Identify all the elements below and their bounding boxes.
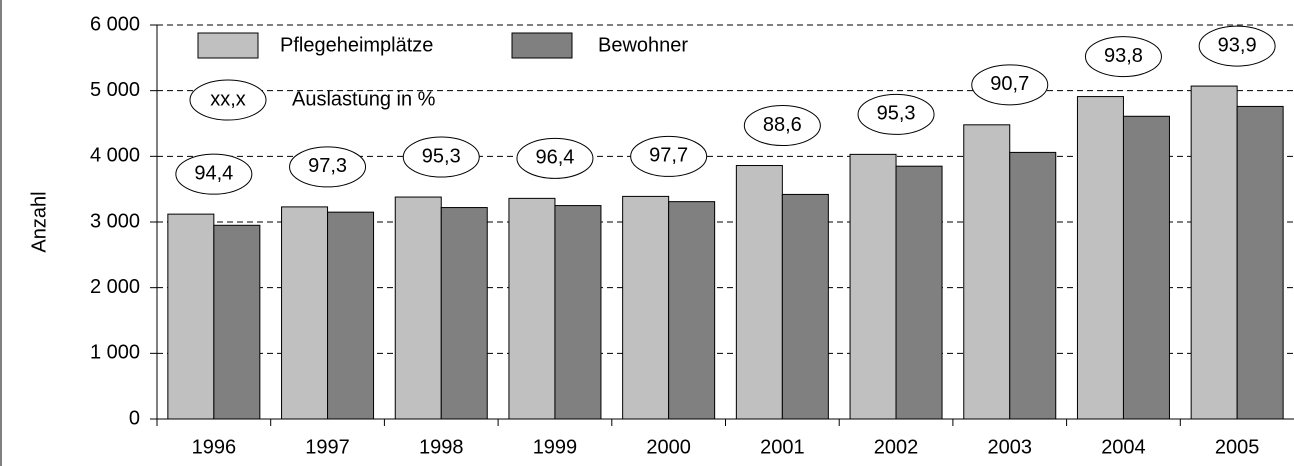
bar	[1236, 105, 1284, 420]
bar	[1122, 115, 1170, 420]
bar	[735, 165, 783, 420]
bar	[781, 193, 829, 420]
bar	[849, 153, 897, 420]
y-axis-label: Anzahl	[28, 191, 50, 252]
bar	[668, 201, 716, 420]
occupancy-bubble	[1084, 36, 1162, 78]
y-tick-label: 3 000	[90, 210, 140, 232]
occupancy-label: 93,9	[1218, 34, 1257, 56]
x-tick-label: 2003	[988, 436, 1033, 458]
occupancy-label: 95,3	[877, 103, 916, 125]
occupancy-bubble	[1198, 25, 1276, 67]
y-tick-label: 0	[129, 407, 140, 429]
x-tick-label: 2000	[646, 436, 691, 458]
x-tick-label: 1997	[305, 436, 350, 458]
y-tick-label: 4 000	[90, 145, 140, 167]
bar	[1076, 96, 1124, 420]
occupancy-bubble	[516, 137, 594, 179]
legend-sample: xx,x	[210, 88, 246, 110]
bar	[167, 213, 215, 420]
y-tick-label: 1 000	[90, 342, 140, 364]
bar	[622, 195, 670, 420]
occupancy-label: 90,7	[990, 73, 1029, 95]
bar	[1009, 151, 1057, 420]
legend-bubble	[189, 79, 267, 121]
bar	[213, 224, 261, 420]
occupancy-label: 97,3	[308, 155, 347, 177]
y-tick-label: 2 000	[90, 276, 140, 298]
bar	[281, 206, 329, 420]
bar	[963, 124, 1011, 420]
x-tick-label: 2004	[1101, 436, 1146, 458]
legend-label: Auslastung in %	[292, 88, 436, 110]
x-tick-label: 2005	[1215, 436, 1260, 458]
occupancy-label: 96,4	[535, 147, 574, 169]
bar	[895, 165, 943, 420]
occupancy-label: 93,8	[1104, 45, 1143, 67]
bar	[554, 205, 602, 420]
legend-swatch	[511, 32, 573, 59]
bar	[327, 211, 375, 420]
occupancy-label: 97,7	[649, 145, 688, 167]
y-tick-label: 5 000	[90, 79, 140, 101]
occupancy-label: 88,6	[763, 114, 802, 136]
occupancy-bubble	[743, 105, 821, 147]
x-tick-label: 2001	[760, 436, 805, 458]
bar	[440, 207, 488, 420]
occupancy-label: 94,4	[194, 162, 233, 184]
bar	[1190, 85, 1238, 420]
occupancy-bubble	[175, 153, 253, 195]
occupancy-bubble	[857, 93, 935, 135]
x-tick-label: 1998	[419, 436, 464, 458]
occupancy-bubble	[289, 146, 367, 188]
occupancy-label: 95,3	[422, 145, 461, 167]
legend-label: Pflegeheimplätze	[280, 34, 433, 56]
occupancy-bubble	[971, 64, 1049, 106]
x-tick-label: 1996	[192, 436, 237, 458]
occupancy-bubble	[402, 136, 480, 178]
legend-label: Bewohner	[598, 34, 688, 56]
bar	[394, 196, 442, 420]
x-tick-label: 2002	[874, 436, 919, 458]
occupancy-bubble	[630, 135, 708, 177]
bar	[508, 197, 556, 420]
legend-swatch	[197, 32, 259, 59]
y-tick-label: 6 000	[90, 13, 140, 35]
x-tick-label: 1999	[533, 436, 578, 458]
